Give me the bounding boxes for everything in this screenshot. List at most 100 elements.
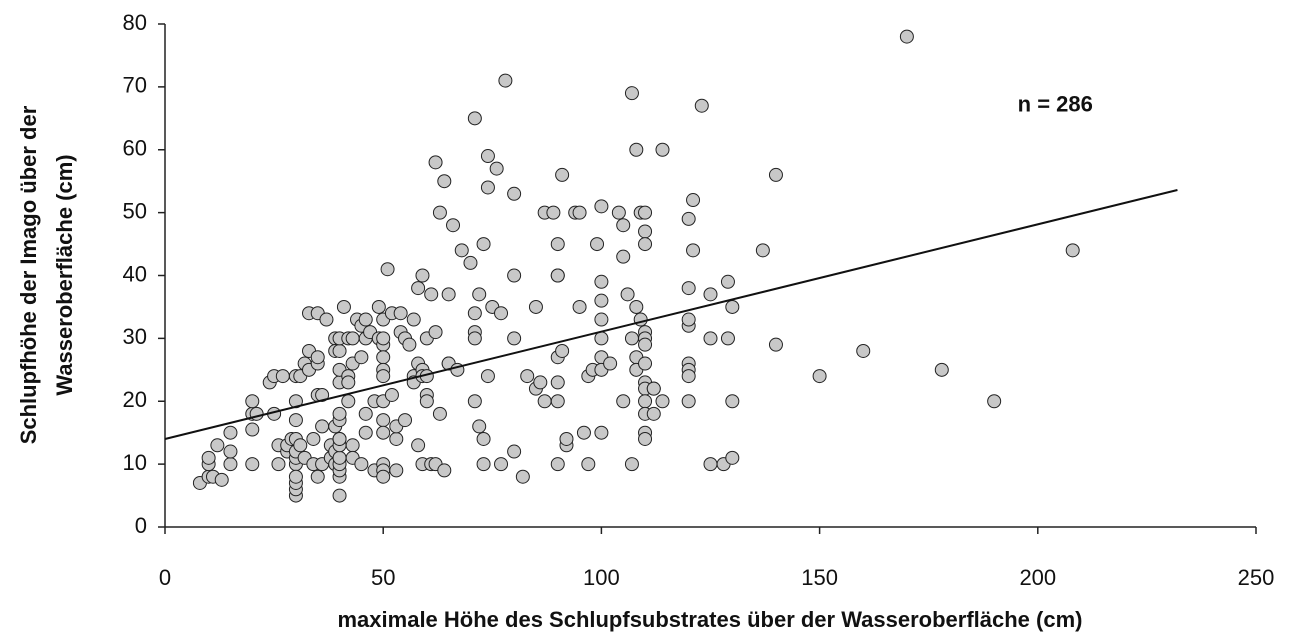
point: [681, 312, 696, 327]
point: [725, 394, 740, 409]
x-tick-label: 100: [583, 565, 620, 590]
y-tick-label: 70: [123, 73, 147, 98]
point: [725, 450, 740, 465]
point: [616, 394, 631, 409]
point: [638, 237, 653, 252]
point: [376, 369, 391, 384]
point: [616, 249, 631, 264]
point: [223, 444, 238, 459]
point: [437, 463, 452, 478]
point: [332, 450, 347, 465]
point: [275, 369, 290, 384]
point: [594, 293, 609, 308]
y-tick-label: 50: [123, 198, 147, 223]
point: [398, 413, 413, 428]
point: [424, 287, 439, 302]
point: [223, 425, 238, 440]
point: [480, 369, 495, 384]
point: [703, 331, 718, 346]
point: [201, 450, 216, 465]
point: [755, 243, 770, 258]
point: [494, 306, 509, 321]
point: [515, 469, 530, 484]
point: [638, 224, 653, 239]
point: [555, 167, 570, 182]
point: [306, 431, 321, 446]
point: [812, 369, 827, 384]
point: [594, 312, 609, 327]
point: [533, 375, 548, 390]
point: [603, 356, 618, 371]
point: [419, 394, 434, 409]
point: [467, 306, 482, 321]
point: [768, 167, 783, 182]
point: [441, 287, 456, 302]
point: [245, 422, 260, 437]
y-axis-label: Schlupfhöhe der Imago über der Wasserobe…: [16, 105, 77, 444]
point: [550, 268, 565, 283]
point: [223, 457, 238, 472]
point: [341, 375, 356, 390]
point: [432, 406, 447, 421]
point: [376, 331, 391, 346]
point: [638, 205, 653, 220]
point: [411, 281, 426, 296]
y-tick-label: 40: [123, 261, 147, 286]
point: [345, 438, 360, 453]
x-tick-label: 50: [371, 565, 395, 590]
point: [376, 425, 391, 440]
point: [550, 457, 565, 472]
point: [310, 350, 325, 365]
point: [987, 394, 1002, 409]
point: [437, 174, 452, 189]
point: [376, 413, 391, 428]
point: [655, 142, 670, 157]
point: [1065, 243, 1080, 258]
point: [638, 431, 653, 446]
y-tick-label: 0: [135, 513, 147, 538]
point: [720, 274, 735, 289]
point: [402, 337, 417, 352]
point: [681, 211, 696, 226]
point: [376, 350, 391, 365]
point: [214, 472, 229, 487]
point: [594, 425, 609, 440]
point: [686, 243, 701, 258]
point: [528, 299, 543, 314]
point: [550, 375, 565, 390]
point: [520, 369, 535, 384]
point: [472, 419, 487, 434]
annotation: n = 286: [1018, 92, 1093, 117]
point: [358, 425, 373, 440]
point: [371, 299, 386, 314]
point: [616, 218, 631, 233]
point: [611, 205, 626, 220]
point: [899, 29, 914, 44]
point: [629, 299, 644, 314]
point: [550, 237, 565, 252]
x-tick-label: 0: [159, 565, 171, 590]
point: [489, 161, 504, 176]
point: [572, 205, 587, 220]
point: [703, 457, 718, 472]
point: [638, 356, 653, 371]
point: [341, 394, 356, 409]
point: [638, 337, 653, 352]
point: [550, 394, 565, 409]
point: [594, 331, 609, 346]
point: [406, 312, 421, 327]
y-axis-label-line: Wasseroberfläche (cm): [52, 154, 77, 395]
point: [288, 469, 303, 484]
point: [620, 287, 635, 302]
point: [315, 387, 330, 402]
point: [720, 331, 735, 346]
point: [681, 394, 696, 409]
point: [703, 287, 718, 302]
point: [463, 255, 478, 270]
point: [576, 425, 591, 440]
point: [389, 463, 404, 478]
point: [332, 488, 347, 503]
point: [210, 438, 225, 453]
point: [345, 331, 360, 346]
point: [725, 299, 740, 314]
